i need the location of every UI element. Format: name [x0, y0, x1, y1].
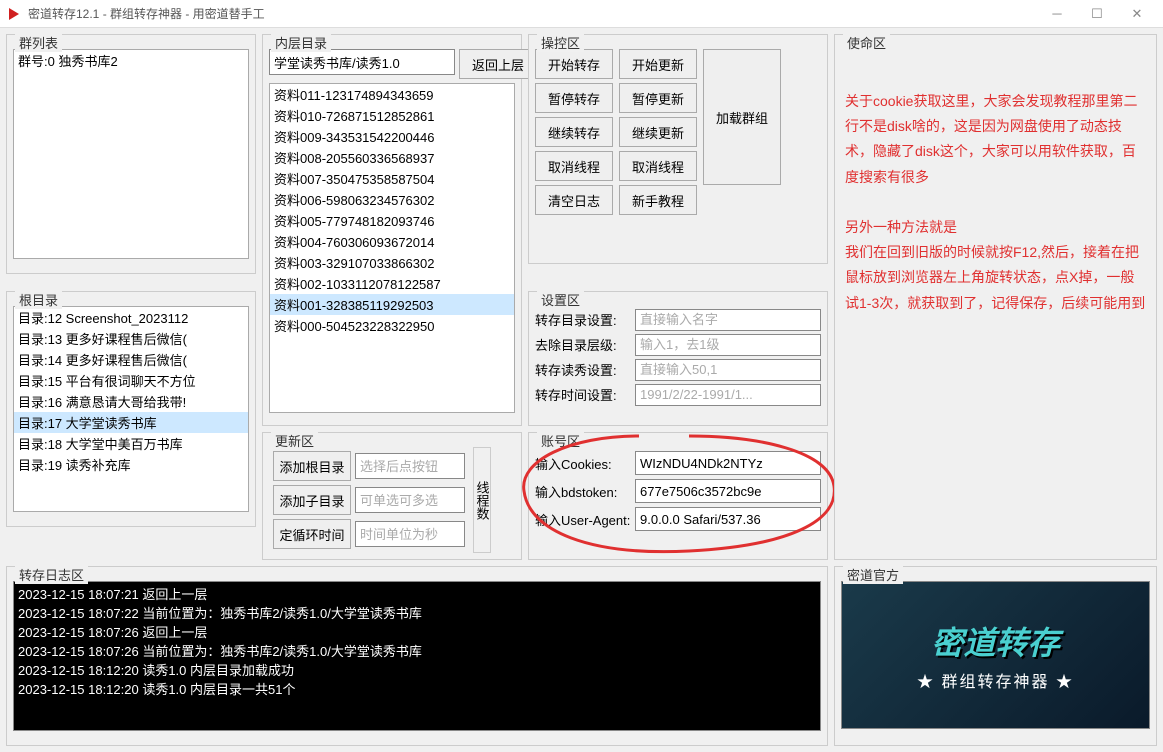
list-item[interactable]: 资料005-779748182093746 [270, 210, 514, 231]
update-panel: 更新区 添加根目录 添加子目录 定循环时间 线程数 [262, 432, 522, 560]
app-icon [6, 6, 22, 22]
minimize-button[interactable]: ─ [1037, 2, 1077, 26]
mission-panel: 使命区 关于cookie获取这里，大家会发现教程那里第二行不是disk啥的，这是… [834, 34, 1157, 560]
log-line: 2023-12-15 18:07:26 返回上一层 [18, 622, 816, 641]
start-update-button[interactable]: 开始更新 [619, 49, 697, 79]
path-input[interactable] [269, 49, 455, 75]
cookies-label: 输入Cookies: [535, 454, 631, 473]
list-item[interactable]: 目录:14 更多好课程售后微信( [14, 349, 248, 370]
log-line: 2023-12-15 18:07:22 当前位置为：独秀书库2/读秀1.0/大学… [18, 603, 816, 622]
load-group-button[interactable]: 加载群组 [703, 49, 781, 185]
list-item[interactable]: 目录:16 满意恳请大哥给我带! [14, 391, 248, 412]
ua-input[interactable] [635, 507, 821, 531]
official-banner: 密道转存 ★ 群组转存神器 ★ [841, 581, 1150, 729]
remove-level-input[interactable] [635, 334, 821, 356]
list-item[interactable]: 目录:19 读秀补充库 [14, 454, 248, 475]
group-list-title: 群列表 [15, 33, 62, 52]
list-item[interactable]: 资料002-1033112078122587 [270, 273, 514, 294]
group-list-panel: 群列表 群号:0 独秀书库2 [6, 34, 256, 274]
banner-subtitle: ★ 群组转存神器 ★ [917, 668, 1074, 692]
inner-dir-title: 内层目录 [271, 33, 331, 52]
list-item[interactable]: 目录:15 平台有很词聊天不方位 [14, 370, 248, 391]
settings-panel: 设置区 转存目录设置: 去除目录层级: 转存读秀设置: 转存时间设置: [528, 291, 828, 427]
list-item[interactable]: 资料010-726871512852861 [270, 105, 514, 126]
list-item[interactable]: 目录:17 大学堂读秀书库 [14, 412, 248, 433]
list-item[interactable]: 目录:13 更多好课程售后微信( [14, 328, 248, 349]
pause-transfer-button[interactable]: 暂停转存 [535, 83, 613, 113]
list-item[interactable]: 目录:18 大学堂中美百万书库 [14, 433, 248, 454]
resume-update-button[interactable]: 继续更新 [619, 117, 697, 147]
list-item[interactable]: 资料009-343531542200446 [270, 126, 514, 147]
log-line: 2023-12-15 18:07:21 返回上一层 [18, 584, 816, 603]
list-item[interactable]: 资料003-329107033866302 [270, 252, 514, 273]
resume-transfer-button[interactable]: 继续转存 [535, 117, 613, 147]
add-root-input[interactable] [355, 453, 465, 479]
title-bar: 密道转存12.1 - 群组转存神器 - 用密道替手工 ─ ☐ ✕ [0, 0, 1163, 28]
clear-log-button[interactable]: 清空日志 [535, 185, 613, 215]
settings-title: 设置区 [537, 290, 584, 309]
log-line: 2023-12-15 18:07:26 当前位置为：独秀书库2/读秀1.0/大学… [18, 641, 816, 660]
add-sub-input[interactable] [355, 487, 465, 513]
root-dir-panel: 根目录 目录:12 Screenshot_2023112目录:13 更多好课程售… [6, 291, 256, 527]
log-title: 转存日志区 [15, 565, 88, 584]
banner-title: 密道转存 [931, 618, 1059, 664]
save-dir-input[interactable] [635, 309, 821, 331]
list-item[interactable]: 资料001-328385119292503 [270, 294, 514, 315]
start-transfer-button[interactable]: 开始转存 [535, 49, 613, 79]
list-item[interactable]: 目录:12 Screenshot_2023112 [14, 307, 248, 328]
ds-input[interactable] [635, 359, 821, 381]
root-dir-listbox[interactable]: 目录:12 Screenshot_2023112目录:13 更多好课程售后微信(… [13, 306, 249, 512]
maximize-button[interactable]: ☐ [1077, 2, 1117, 26]
time-input[interactable] [635, 384, 821, 406]
inner-dir-panel: 内层目录 返回上层 资料011-123174894343659资料010-726… [262, 34, 522, 426]
thread-count-label: 线程数 [473, 447, 491, 553]
remove-level-label: 去除目录层级: [535, 335, 629, 354]
list-item[interactable]: 资料006-598063234576302 [270, 189, 514, 210]
list-item[interactable]: 群号:0 独秀书库2 [14, 50, 248, 71]
ua-label: 输入User-Agent: [535, 510, 631, 529]
log-line: 2023-12-15 18:12:20 读秀1.0 内层目录一共51个 [18, 679, 816, 698]
pause-update-button[interactable]: 暂停更新 [619, 83, 697, 113]
window-title: 密道转存12.1 - 群组转存神器 - 用密道替手工 [28, 5, 1037, 22]
control-panel: 操控区 开始转存 开始更新 暂停转存 暂停更新 继续转存 继续更新 取消线程 取… [528, 34, 828, 264]
ds-label: 转存读秀设置: [535, 360, 629, 379]
bdstoken-input[interactable] [635, 479, 821, 503]
list-item[interactable]: 资料011-123174894343659 [270, 84, 514, 105]
list-item[interactable]: 资料007-350475358587504 [270, 168, 514, 189]
mission-text: 关于cookie获取这里，大家会发现教程那里第二行不是disk啥的，这是因为网盘… [841, 49, 1150, 320]
official-title: 密道官方 [843, 565, 903, 584]
account-panel: 账号区 输入Cookies: 输入bdstoken: 输入User-Agent: [528, 432, 828, 560]
official-panel: 密道官方 密道转存 ★ 群组转存神器 ★ [834, 566, 1157, 746]
list-item[interactable]: 资料004-760306093672014 [270, 231, 514, 252]
list-item[interactable]: 资料008-205560336568937 [270, 147, 514, 168]
control-title: 操控区 [537, 33, 584, 52]
bdstoken-label: 输入bdstoken: [535, 482, 631, 501]
add-sub-button[interactable]: 添加子目录 [273, 485, 351, 515]
account-title: 账号区 [537, 431, 584, 450]
save-dir-label: 转存目录设置: [535, 310, 629, 329]
inner-dir-listbox[interactable]: 资料011-123174894343659资料010-7268715128528… [269, 83, 515, 413]
close-button[interactable]: ✕ [1117, 2, 1157, 26]
log-panel: 转存日志区 2023-12-15 18:07:21 返回上一层2023-12-1… [6, 566, 828, 746]
loop-time-input[interactable] [355, 521, 465, 547]
log-line: 2023-12-15 18:12:20 读秀1.0 内层目录加载成功 [18, 660, 816, 679]
cancel-thread2-button[interactable]: 取消线程 [619, 151, 697, 181]
list-item[interactable]: 资料000-504523228322950 [270, 315, 514, 336]
cookies-input[interactable] [635, 451, 821, 475]
update-title: 更新区 [271, 431, 318, 450]
tutorial-button[interactable]: 新手教程 [619, 185, 697, 215]
root-dir-title: 根目录 [15, 290, 62, 309]
add-root-button[interactable]: 添加根目录 [273, 451, 351, 481]
log-textbox[interactable]: 2023-12-15 18:07:21 返回上一层2023-12-15 18:0… [13, 581, 821, 731]
group-listbox[interactable]: 群号:0 独秀书库2 [13, 49, 249, 259]
back-button[interactable]: 返回上层 [459, 49, 537, 79]
time-label: 转存时间设置: [535, 385, 629, 404]
loop-time-button[interactable]: 定循环时间 [273, 519, 351, 549]
cancel-thread1-button[interactable]: 取消线程 [535, 151, 613, 181]
mission-title: 使命区 [843, 33, 890, 52]
